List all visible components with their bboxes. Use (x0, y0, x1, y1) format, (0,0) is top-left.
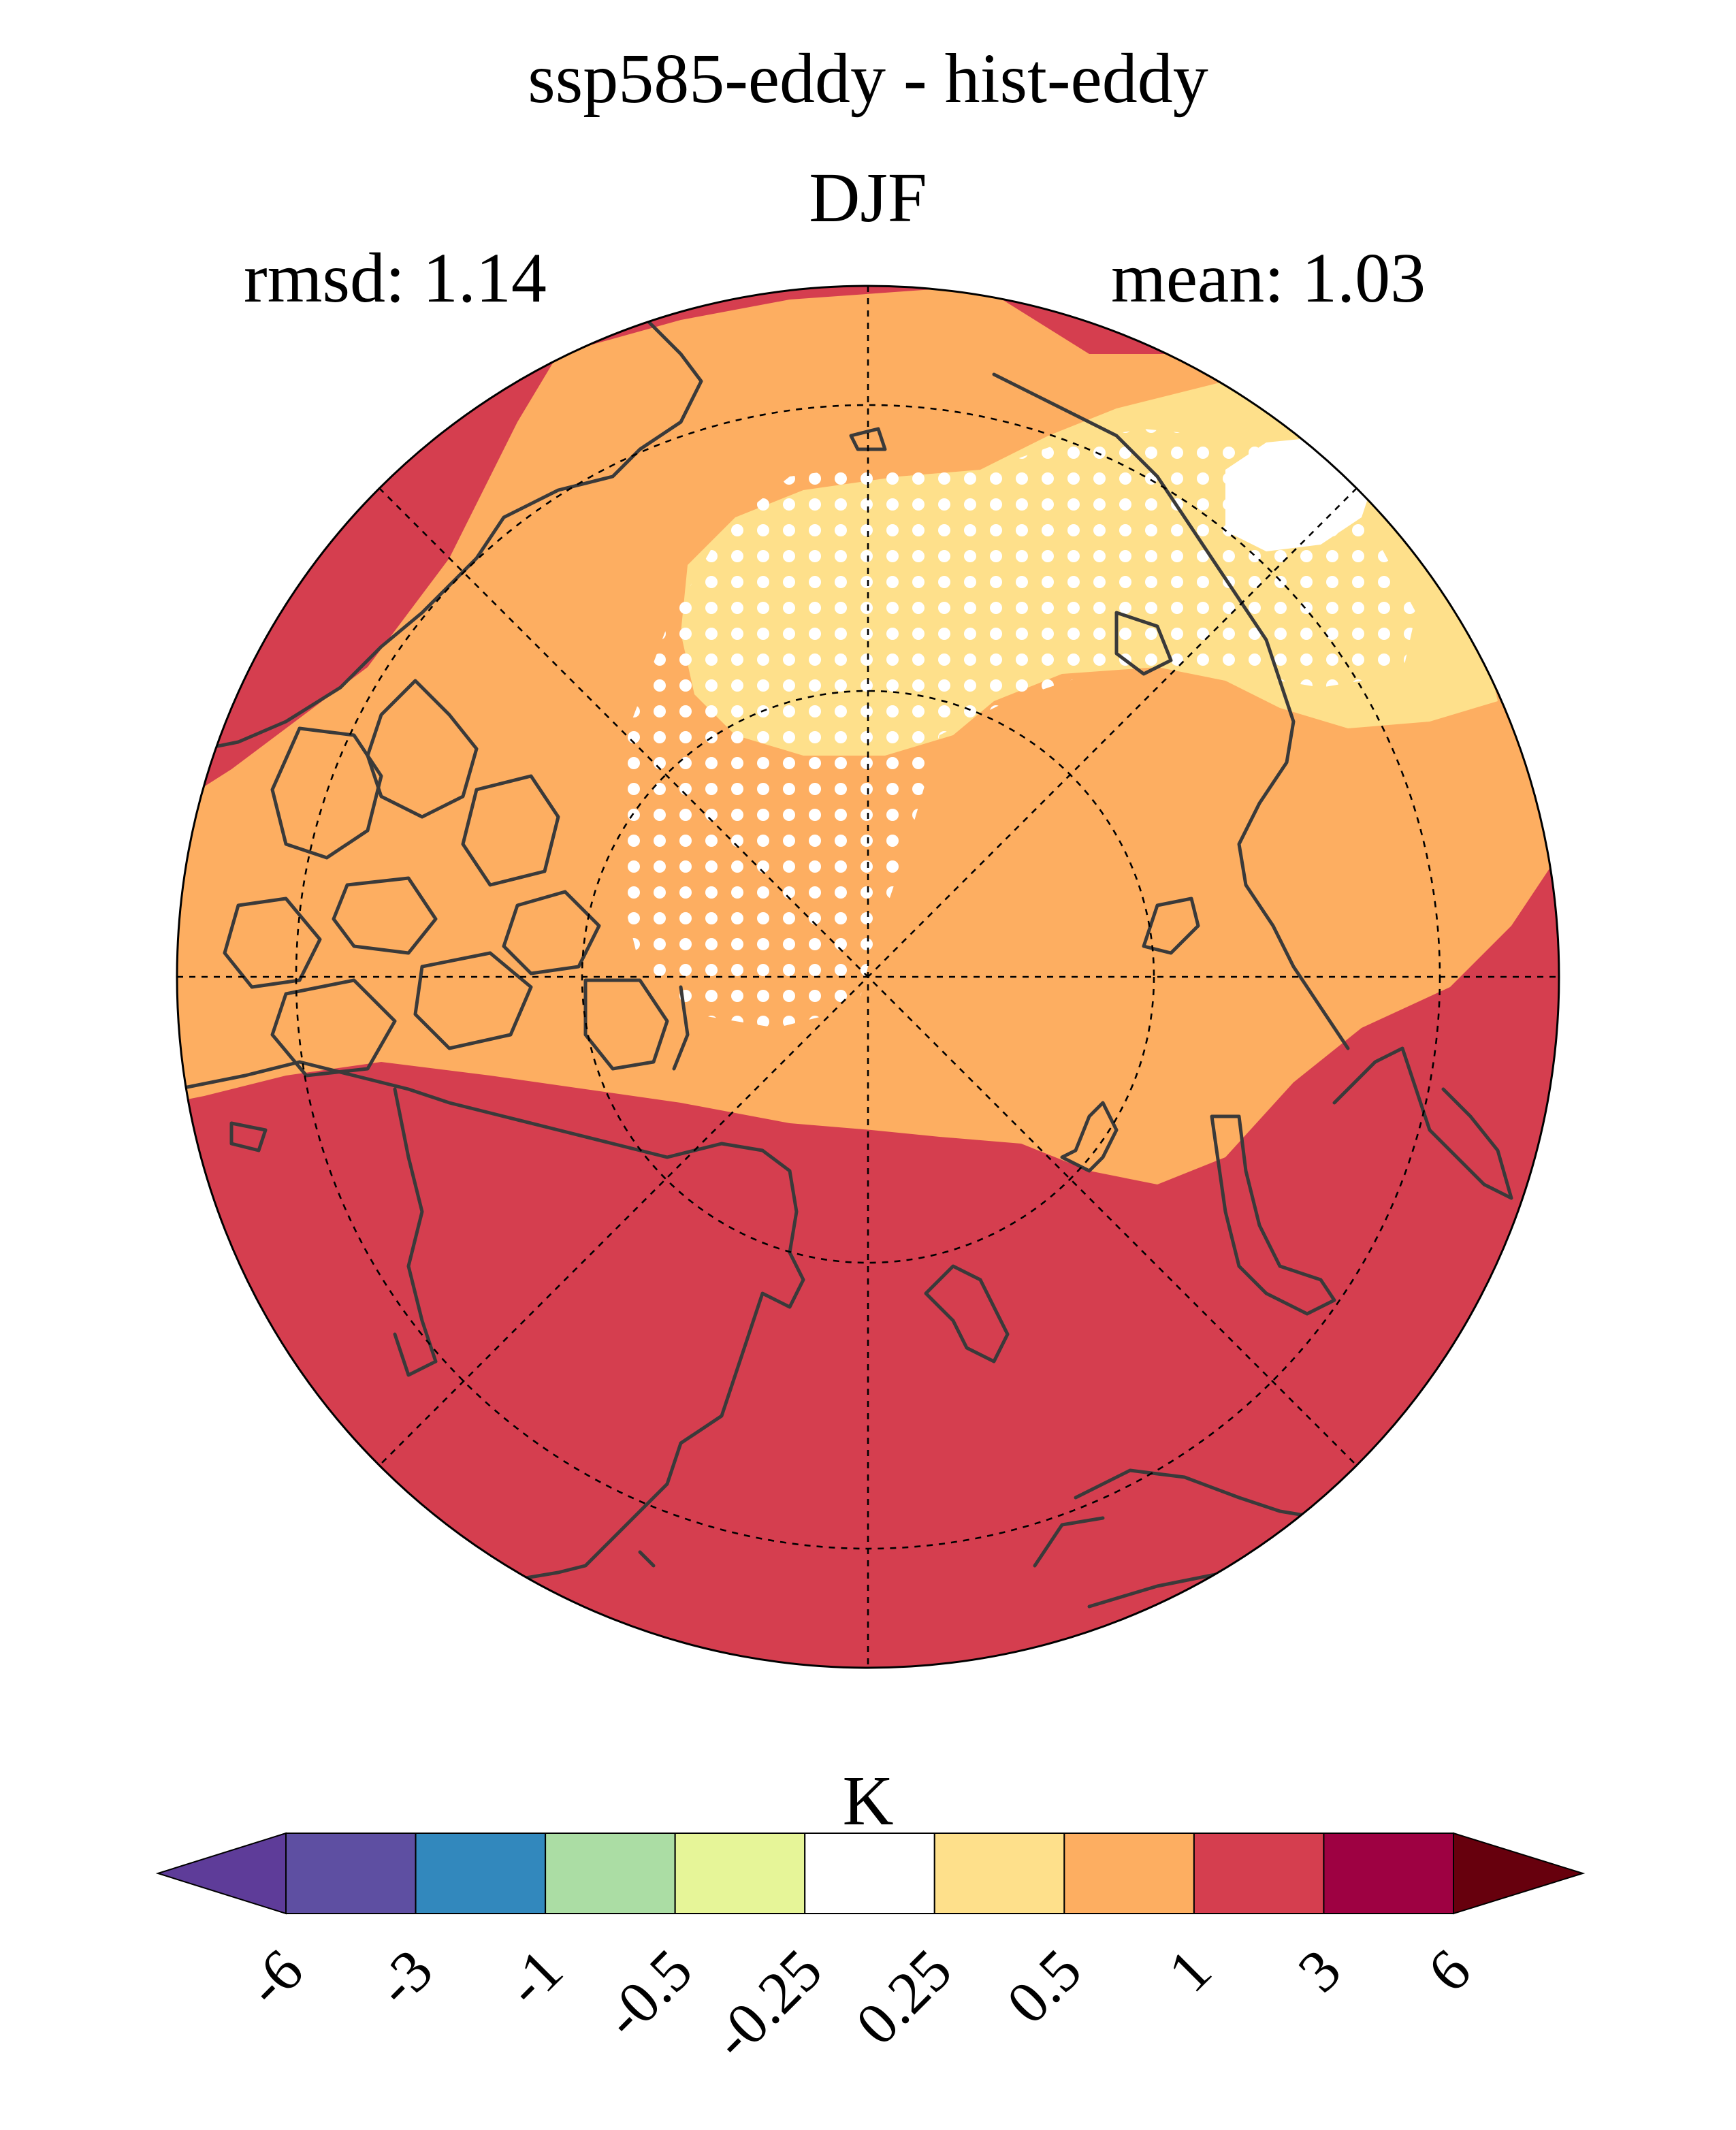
colorbar-boxes (155, 1832, 1586, 1915)
colorbar-box (804, 1833, 935, 1914)
colorbar-tick-label: -1 (494, 1937, 575, 2019)
colorbar-extend-high (1453, 1832, 1586, 1915)
colorbar-tick-label: 1 (1156, 1937, 1224, 2005)
colorbar-box (545, 1833, 676, 1914)
colorbar-box (415, 1833, 547, 1914)
colorbar-tick-label: -0.5 (592, 1937, 705, 2051)
colorbar-tick-labels: -6 -3 -1 -0.5-0.25 0.25 0.5 1 3 6 (234, 1937, 1483, 2072)
colorbar-box (285, 1833, 417, 1914)
colorbar: K -6 -3 -1 -0.5-0.25 0.25 0.5 1 3 6 (155, 1762, 1586, 2072)
significance-stippling (613, 429, 1416, 1028)
colorbar-tick-label: -6 (234, 1937, 316, 2019)
graticule (177, 286, 1559, 1668)
colorbar-unit-label: K (842, 1762, 893, 1840)
colorbar-box (933, 1833, 1065, 1914)
colorbar-tick-label: 3 (1286, 1937, 1354, 2005)
map-season: DJF (809, 159, 927, 237)
colorbar-box (1193, 1833, 1325, 1914)
colorbar-tick-label: -0.25 (700, 1937, 835, 2072)
colorbar-tick-label: 0.5 (995, 1937, 1094, 2037)
colorbar-box (1323, 1833, 1455, 1914)
polar-map (176, 285, 1560, 1669)
colorbar-extend-low (155, 1832, 287, 1915)
colorbar-tick-label: -3 (364, 1937, 445, 2019)
colorbar-box (674, 1833, 806, 1914)
rmsd-label: rmsd: 1.14 (244, 239, 547, 317)
colorbar-tick-label: 0.25 (843, 1937, 964, 2058)
map-title: ssp585-eddy - hist-eddy (528, 39, 1208, 118)
mean-label: mean: 1.03 (1111, 239, 1426, 317)
colorbar-box (1063, 1833, 1195, 1914)
colorbar-tick-label: 6 (1415, 1937, 1483, 2005)
map-frame (176, 285, 1560, 1669)
